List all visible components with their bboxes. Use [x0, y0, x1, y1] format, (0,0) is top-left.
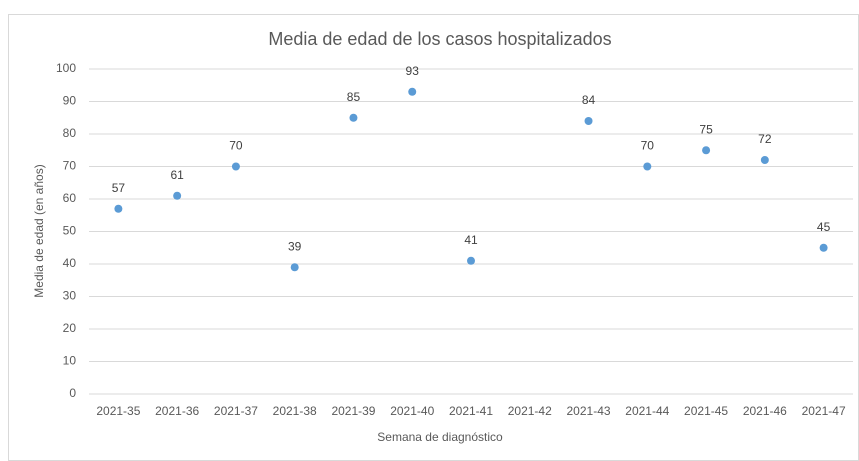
- x-axis-title: Semana de diagnóstico: [377, 430, 503, 444]
- y-tick-label: 90: [63, 94, 77, 108]
- data-label: 70: [229, 139, 243, 153]
- y-tick-label: 100: [56, 61, 76, 75]
- data-label: 93: [406, 64, 420, 78]
- point: [584, 117, 593, 125]
- x-tick-label: 2021-47: [802, 404, 846, 418]
- y-tick-label: 10: [63, 354, 77, 368]
- point: [173, 191, 182, 200]
- y-tick-label: 50: [63, 224, 77, 238]
- y-tick-label: 70: [63, 159, 77, 173]
- data-label: 75: [699, 122, 713, 136]
- data-label: 72: [758, 132, 772, 146]
- point: [643, 162, 652, 171]
- data-label: 84: [582, 93, 596, 107]
- x-tick-label: 2021-42: [508, 404, 552, 418]
- point: [114, 204, 123, 213]
- chart-frame: [8, 14, 859, 461]
- point: [467, 256, 475, 265]
- y-tick-label: 80: [63, 126, 77, 140]
- point: [702, 146, 711, 155]
- point: [290, 263, 299, 272]
- x-tick-label: 2021-45: [684, 404, 728, 418]
- point: [231, 162, 240, 171]
- point: [819, 243, 828, 252]
- x-tick-label: 2021-36: [155, 404, 199, 418]
- point: [408, 87, 417, 96]
- data-label: 41: [464, 233, 478, 247]
- x-tick-label: 2021-39: [331, 404, 375, 418]
- y-tick-label: 30: [63, 289, 77, 303]
- point: [349, 113, 358, 122]
- x-tick-label: 2021-38: [273, 404, 317, 418]
- data-label: 85: [347, 90, 361, 104]
- chart-title: Media de edad de los casos hospitalizado…: [268, 29, 611, 49]
- x-tick-label: 2021-41: [449, 404, 493, 418]
- x-tick-label: 2021-35: [96, 404, 140, 418]
- data-label: 57: [112, 181, 126, 195]
- data-label: 45: [817, 220, 831, 234]
- x-tick-label: 2021-40: [390, 404, 434, 418]
- y-tick-label: 0: [69, 386, 76, 400]
- y-tick-label: 60: [63, 191, 77, 205]
- x-tick-label: 2021-44: [625, 404, 669, 418]
- y-axis-title: Media de edad (en años): [32, 164, 46, 297]
- x-tick-label: 2021-37: [214, 404, 258, 418]
- data-label: 61: [170, 168, 184, 182]
- x-tick-label: 2021-46: [743, 404, 787, 418]
- data-label: 70: [641, 139, 655, 153]
- x-tick-label: 2021-43: [567, 404, 611, 418]
- y-tick-label: 20: [63, 321, 77, 335]
- point: [760, 156, 769, 164]
- data-label: 39: [288, 239, 302, 253]
- y-tick-label: 40: [63, 256, 77, 270]
